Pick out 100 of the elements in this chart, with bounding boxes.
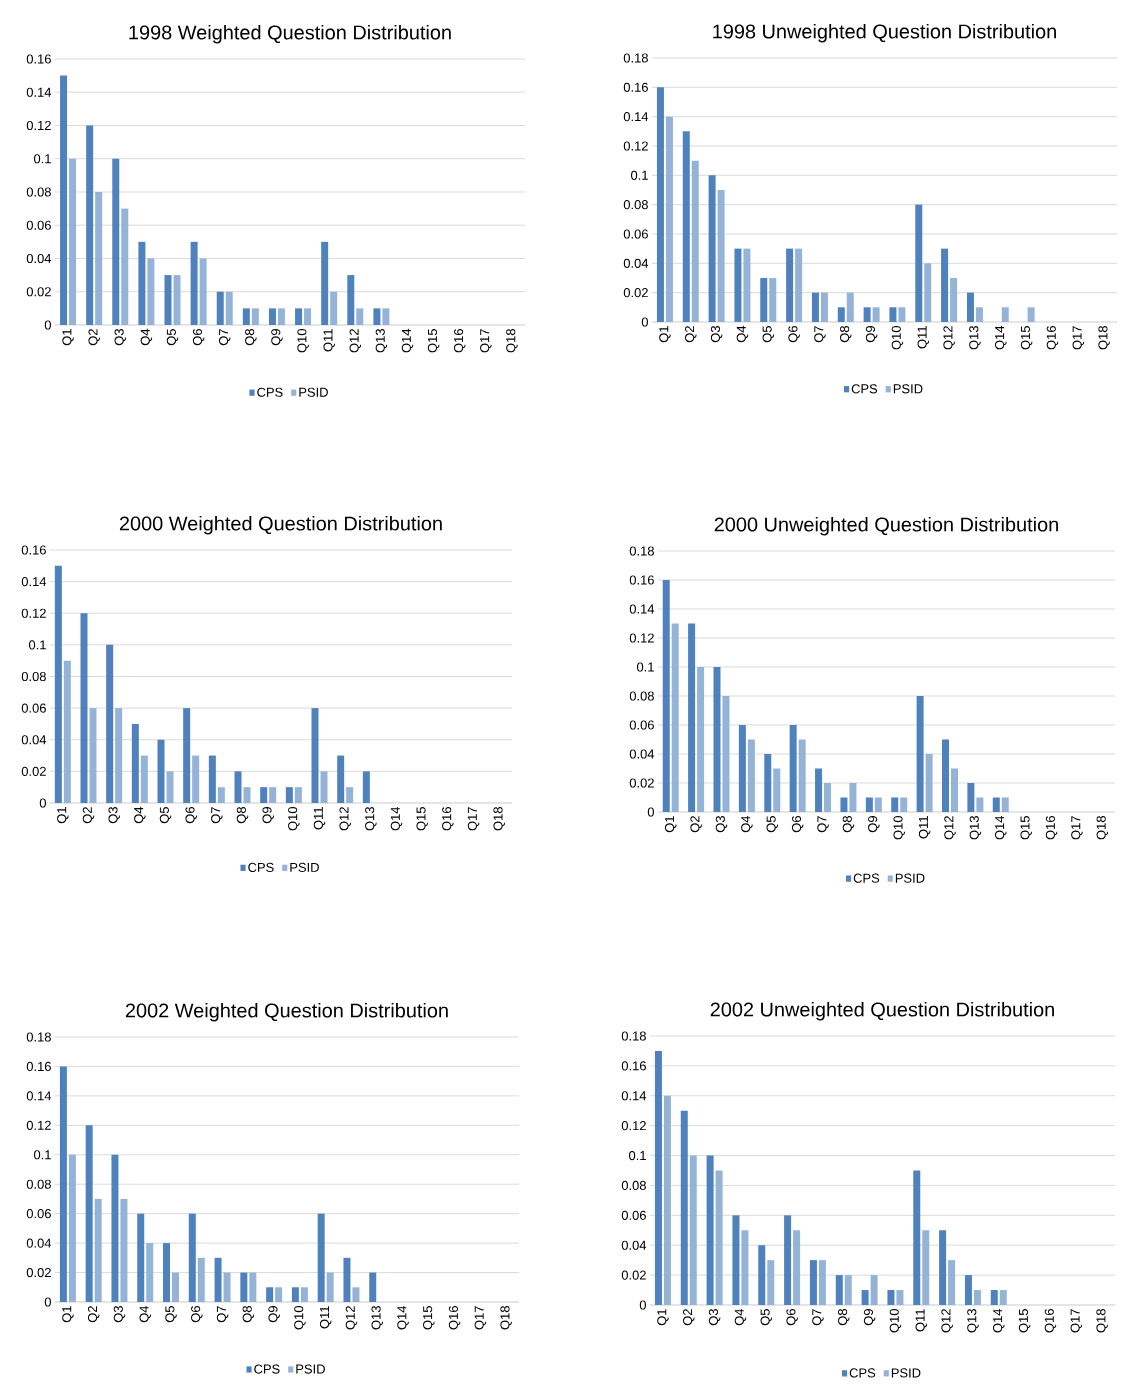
bar <box>743 248 751 322</box>
x-tick-label: Q6 <box>788 326 800 343</box>
x-tick-label: Q7 <box>216 1306 229 1323</box>
bar <box>183 708 191 803</box>
bar <box>767 1260 775 1305</box>
bar <box>922 1230 930 1305</box>
bar <box>964 1275 972 1305</box>
x-tick-label: Q15 <box>416 807 428 831</box>
bar <box>915 204 923 322</box>
bar <box>373 308 381 325</box>
bar <box>966 292 974 322</box>
bar <box>715 1170 723 1305</box>
bar <box>809 1260 817 1305</box>
y-tick-label: 0.04 <box>21 735 47 745</box>
y-tick-label: 0.06 <box>26 220 51 230</box>
bar <box>976 797 984 812</box>
x-tick-label: Q18 <box>506 329 518 353</box>
legend-label: CPS <box>853 873 880 883</box>
x-tick-label: Q14 <box>995 325 1007 350</box>
y-tick-label: 0 <box>647 807 654 817</box>
x-tick-label: Q7 <box>211 807 223 824</box>
bar <box>682 131 690 322</box>
y-tick-label: 0.04 <box>629 749 655 759</box>
y-tick-label: 0.02 <box>26 1267 51 1278</box>
bar <box>656 87 664 322</box>
bar <box>217 787 225 803</box>
y-tick-label: 0.12 <box>621 1121 646 1131</box>
x-tick-label: Q18 <box>1096 816 1109 840</box>
x-tick-label: Q7 <box>218 329 231 346</box>
bar <box>243 787 251 803</box>
bar <box>188 1213 196 1302</box>
y-tick-label: 0.04 <box>26 253 52 264</box>
x-tick-label: Q1 <box>659 326 671 343</box>
bar <box>916 695 924 812</box>
bar <box>347 275 355 325</box>
bar <box>68 1154 76 1302</box>
x-tick-label: Q13 <box>371 1306 383 1330</box>
x-tick-label: Q1 <box>62 329 74 346</box>
bar <box>786 248 794 322</box>
x-tick-label: Q2 <box>82 807 95 824</box>
bar <box>680 1110 688 1305</box>
x-tick-label: Q15 <box>1020 326 1033 350</box>
x-tick-label: Q13 <box>967 1309 979 1333</box>
x-tick-label: Q6 <box>192 329 205 346</box>
x-tick-label: Q11 <box>917 326 930 349</box>
x-tick-label: Q13 <box>375 329 388 353</box>
y-tick-label: 0.04 <box>623 258 649 268</box>
x-tick-label: Q3 <box>113 1306 126 1323</box>
x-tick-label: Q17 <box>1071 816 1083 840</box>
chart-title: 2002 Weighted Question Distribution <box>125 1002 448 1022</box>
y-tick-label: 0.16 <box>623 82 648 92</box>
bar <box>260 787 268 803</box>
bar <box>369 1272 377 1302</box>
bar <box>208 755 216 803</box>
bar <box>999 1290 1007 1305</box>
x-tick-label: Q17 <box>474 1306 487 1330</box>
bar <box>950 277 958 322</box>
x-tick-label: Q4 <box>736 325 749 343</box>
bar <box>734 248 742 322</box>
bar <box>300 1287 308 1302</box>
bar <box>741 1230 749 1305</box>
x-tick-label: Q2 <box>683 1309 695 1326</box>
bar <box>795 248 803 322</box>
y-tick-label: 0.18 <box>26 1032 51 1042</box>
y-tick-label: 0.06 <box>629 720 654 730</box>
x-tick-label: Q14 <box>397 1305 409 1330</box>
bar <box>840 797 848 812</box>
bar <box>717 189 725 322</box>
bar <box>713 666 721 812</box>
x-tick-label: Q14 <box>995 815 1007 840</box>
x-tick-label: Q15 <box>423 1306 435 1330</box>
x-tick-label: Q1 <box>62 1306 74 1323</box>
bar <box>321 241 329 325</box>
chart-title: 2000 Unweighted Question Distribution <box>714 516 1058 536</box>
x-tick-label: Q18 <box>500 1306 512 1330</box>
y-tick-label: 0.16 <box>621 1061 646 1071</box>
bar <box>769 277 777 322</box>
chart-title: 1998 Unweighted Question Distribution <box>713 23 1056 43</box>
x-tick-label: Q13 <box>365 807 377 831</box>
x-tick-label: Q16 <box>1045 816 1058 840</box>
bar <box>190 241 198 325</box>
legend-label: PSID <box>893 384 923 394</box>
bar <box>80 613 88 803</box>
y-tick-label: 0.14 <box>623 112 649 122</box>
x-tick-label: Q16 <box>1046 326 1059 350</box>
chart-title: 2000 Weighted Question Distribution <box>119 515 442 535</box>
x-tick-label: Q8 <box>236 807 249 824</box>
bar <box>295 308 303 325</box>
bar <box>382 308 390 325</box>
bar <box>240 1272 248 1302</box>
bar <box>865 797 873 812</box>
x-tick-label: Q7 <box>817 816 829 833</box>
bar <box>874 797 882 812</box>
bar <box>913 1170 921 1305</box>
y-tick-label: 0.08 <box>26 1179 51 1189</box>
bar <box>223 1272 231 1302</box>
x-tick-label: Q8 <box>838 1309 850 1326</box>
x-tick-label: Q9 <box>271 329 283 346</box>
bar <box>214 1257 222 1302</box>
bar <box>708 175 716 322</box>
